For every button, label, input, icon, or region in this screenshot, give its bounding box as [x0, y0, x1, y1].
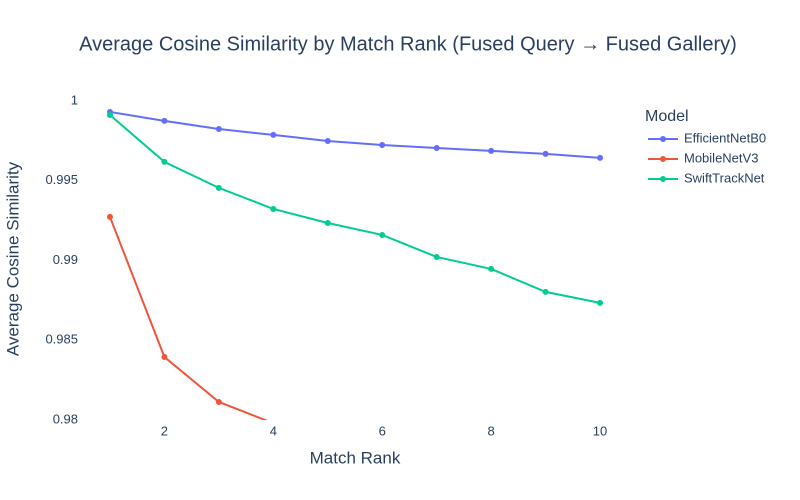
data-point — [597, 154, 604, 161]
data-point — [597, 299, 604, 306]
x-tick-label: 10 — [593, 423, 607, 438]
data-point — [270, 205, 277, 212]
legend-title: Model — [645, 108, 689, 125]
legend-marker — [660, 136, 666, 142]
y-tick-label: 0.995 — [45, 172, 78, 187]
data-point — [488, 147, 495, 154]
x-axis-title: Match Rank — [310, 448, 401, 467]
data-point — [106, 213, 113, 220]
x-tick-label: 8 — [488, 423, 495, 438]
data-point — [379, 141, 386, 148]
series-line — [109, 216, 268, 420]
legend-label: EfficientNetB0 — [684, 130, 766, 145]
plot-area — [106, 108, 604, 420]
legend-marker — [660, 156, 666, 162]
series-line — [109, 110, 601, 159]
data-point — [324, 137, 331, 144]
data-point — [433, 253, 440, 260]
data-point — [542, 288, 549, 295]
y-tick-label: 0.985 — [45, 332, 78, 347]
data-point — [161, 158, 168, 165]
data-point — [215, 184, 222, 191]
data-point — [324, 219, 331, 226]
y-axis-title: Average Cosine Similarity — [3, 161, 22, 356]
data-point — [215, 398, 222, 405]
series-line — [109, 114, 601, 304]
y-tick-label: 1 — [71, 92, 78, 107]
x-tick-label: 4 — [270, 423, 277, 438]
x-tick-label: 6 — [379, 423, 386, 438]
y-tick-label: 0.99 — [53, 252, 78, 267]
data-point — [379, 231, 386, 238]
data-point — [488, 265, 495, 272]
data-point — [161, 117, 168, 124]
data-point — [215, 126, 222, 133]
y-tick-label: 0.98 — [53, 411, 78, 426]
data-point — [542, 150, 549, 157]
legend-label: SwiftTrackNet — [684, 170, 765, 185]
legend-label: MobileNetV3 — [684, 150, 758, 165]
data-point — [161, 353, 168, 360]
chart-title: Average Cosine Similarity by Match Rank … — [79, 33, 737, 55]
data-point — [433, 145, 440, 152]
data-point — [270, 131, 277, 138]
data-point — [106, 111, 113, 118]
legend-marker — [660, 176, 666, 182]
x-tick-label: 2 — [161, 423, 168, 438]
